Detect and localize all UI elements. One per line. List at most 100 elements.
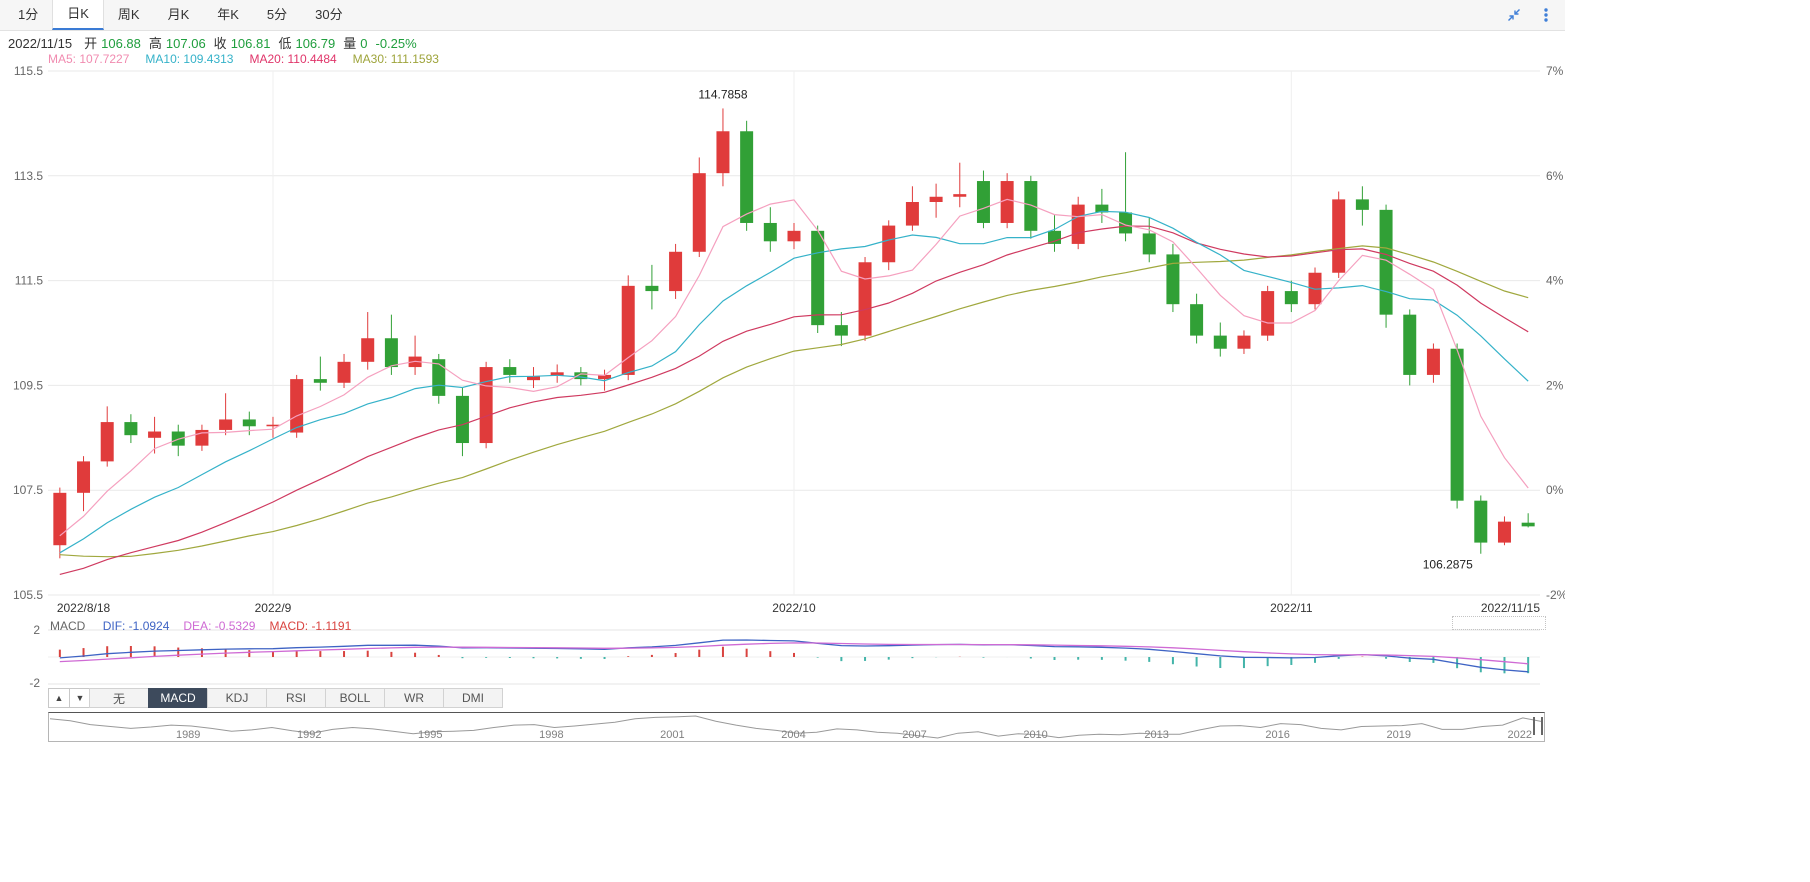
candle[interactable] (1332, 191, 1346, 278)
candle[interactable] (124, 414, 138, 444)
candle[interactable] (313, 356, 327, 391)
candle[interactable] (195, 424, 209, 451)
candle[interactable] (171, 424, 185, 457)
macd-chart[interactable]: 2 -2 (0, 618, 1565, 688)
candle[interactable] (645, 264, 659, 310)
candle[interactable] (905, 186, 919, 231)
candle[interactable] (77, 456, 91, 512)
candle[interactable] (455, 388, 469, 457)
candle[interactable] (929, 183, 943, 218)
candle[interactable] (669, 243, 683, 299)
period-tab-日K[interactable]: 日K (52, 0, 104, 30)
candle[interactable] (716, 108, 730, 187)
quote-date: 2022/11/15 (8, 36, 73, 51)
quote-field-label: 高 (148, 36, 162, 51)
indicator-tab-无[interactable]: 无 (89, 688, 149, 708)
indicator-tab-BOLL[interactable]: BOLL (325, 688, 385, 708)
indicator-tab-MACD[interactable]: MACD (148, 688, 208, 708)
candle[interactable] (1379, 204, 1393, 328)
candle[interactable] (976, 170, 990, 229)
candle[interactable] (621, 275, 635, 381)
period-tab-周K[interactable]: 周K (117, 7, 140, 22)
candle[interactable] (1403, 309, 1417, 386)
candle[interactable] (550, 364, 564, 383)
candle[interactable] (503, 359, 517, 383)
candle[interactable] (1521, 513, 1535, 528)
indicator-up-button[interactable]: ▲ (48, 688, 70, 708)
candle[interactable] (408, 335, 422, 375)
candle[interactable] (219, 393, 233, 436)
candle[interactable] (1048, 215, 1062, 252)
quote-field-label: 低 (278, 36, 292, 51)
candle[interactable] (953, 162, 967, 208)
candle[interactable] (1237, 330, 1251, 354)
candle[interactable] (266, 416, 280, 438)
navigator-line (49, 715, 1544, 739)
indicator-down-button[interactable]: ▼ (69, 688, 91, 708)
candle[interactable] (787, 222, 801, 250)
indicator-tab-WR[interactable]: WR (384, 688, 444, 708)
candle[interactable] (1119, 152, 1133, 242)
price-axis-label: 111.5 (15, 274, 44, 288)
period-tab-30分[interactable]: 30分 (315, 7, 343, 22)
candle[interactable] (882, 220, 896, 271)
navigator-year-label: 2007 (902, 729, 927, 741)
navigator-handle[interactable] (1533, 717, 1543, 735)
indicator-tab-RSI[interactable]: RSI (266, 688, 326, 708)
period-tab-5分[interactable]: 5分 (266, 7, 288, 22)
candle[interactable] (1000, 173, 1014, 229)
dif-line (59, 639, 1529, 673)
candle[interactable] (1308, 267, 1322, 310)
quote-bar: 2022/11/15 开 106.88 高 107.06 收 106.81 低 106.79 量 0… (8, 33, 417, 52)
candle[interactable] (1474, 495, 1488, 554)
more-menu-icon[interactable] (1537, 6, 1555, 24)
candle[interactable] (740, 120, 754, 231)
candlestick-chart[interactable]: 115.5 7% 113.5 6% 111.5 4% 109.5 2% 107.5 0% 105.5… (0, 66, 1565, 618)
timeline-navigator[interactable]: 1989 1992 1995 1998 2001 2004 2007 2010 2013 2016… (48, 712, 1545, 742)
candle[interactable] (432, 353, 446, 404)
candle[interactable] (1450, 343, 1464, 509)
candle[interactable] (763, 207, 777, 252)
candle[interactable] (53, 487, 67, 559)
candle[interactable] (692, 157, 706, 258)
candle[interactable] (811, 225, 825, 333)
period-tab-1分[interactable]: 1分 (18, 7, 39, 22)
candle[interactable] (1355, 186, 1369, 226)
date-axis-label: 2022/11/15 (1481, 601, 1540, 615)
candle[interactable] (1071, 196, 1085, 250)
quote-field-label: 量 (343, 36, 357, 51)
candle[interactable] (1095, 188, 1109, 223)
macd-histogram (58, 646, 1530, 674)
candle[interactable] (100, 406, 114, 467)
period-tab-年K[interactable]: 年K (217, 7, 239, 22)
collapse-icon[interactable] (1505, 6, 1523, 24)
candle[interactable] (1261, 285, 1275, 341)
candle[interactable] (148, 416, 162, 454)
candles-layer[interactable] (53, 108, 1535, 559)
candle[interactable] (1284, 280, 1298, 313)
candle[interactable] (526, 367, 540, 389)
candle[interactable] (574, 367, 588, 386)
candle[interactable] (242, 411, 256, 436)
navigator-year-label: 2016 (1265, 729, 1290, 741)
candle[interactable] (1166, 243, 1180, 313)
candle[interactable] (1426, 343, 1440, 383)
candle[interactable] (1190, 293, 1204, 344)
candle[interactable] (1213, 322, 1227, 357)
candle[interactable] (290, 374, 304, 438)
macd-legend: MACD DIF: -1.0924 DEA: -0.5329 MACD: -1.11… (50, 619, 365, 633)
candle[interactable] (1142, 217, 1156, 263)
candle[interactable] (858, 257, 872, 341)
candle[interactable] (1497, 516, 1511, 546)
candle[interactable] (337, 353, 351, 389)
candle[interactable] (384, 314, 398, 375)
indicator-tab-DMI[interactable]: DMI (443, 688, 503, 708)
indicator-tab-KDJ[interactable]: KDJ (207, 688, 267, 708)
candle[interactable] (1024, 175, 1038, 239)
candle[interactable] (479, 361, 493, 449)
price-axis-label: 109.5 (13, 378, 43, 392)
period-tab-月K[interactable]: 月K (167, 7, 190, 22)
candle[interactable] (834, 312, 848, 347)
candle[interactable] (361, 312, 375, 370)
navigator-year-label: 2001 (660, 729, 685, 741)
